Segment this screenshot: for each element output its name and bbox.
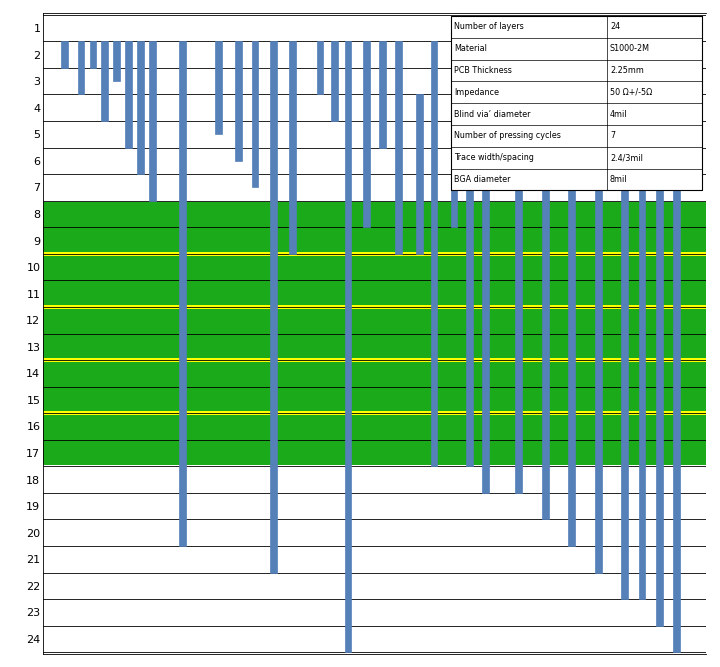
Bar	[363, 41, 370, 227]
Text: 4mil: 4mil	[610, 109, 627, 119]
Text: S1000-2M: S1000-2M	[610, 44, 650, 53]
Bar	[78, 41, 84, 94]
Bar	[516, 41, 522, 493]
Bar	[416, 94, 423, 253]
Bar	[138, 41, 144, 174]
Text: Material: Material	[454, 44, 487, 53]
Bar	[43, 305, 706, 309]
Bar	[431, 41, 437, 466]
Bar	[149, 41, 156, 201]
Bar	[451, 41, 457, 227]
Bar	[215, 41, 222, 134]
Bar	[61, 41, 68, 68]
Text: 2.4/3mil: 2.4/3mil	[610, 153, 643, 162]
Bar	[43, 202, 706, 465]
Bar	[331, 41, 338, 121]
Bar	[252, 41, 258, 187]
Bar	[451, 16, 702, 190]
Text: 50 Ω+/-5Ω: 50 Ω+/-5Ω	[610, 88, 652, 97]
Bar	[595, 41, 602, 573]
Bar	[345, 41, 351, 652]
Bar	[235, 41, 242, 161]
Text: 8mil: 8mil	[610, 175, 627, 184]
Text: Impedance: Impedance	[454, 88, 499, 97]
Bar	[379, 41, 386, 147]
Bar	[656, 41, 662, 626]
Bar	[639, 41, 645, 599]
Bar	[673, 41, 680, 652]
Text: Number of pressing cycles: Number of pressing cycles	[454, 131, 561, 140]
Bar	[43, 411, 706, 416]
Bar	[271, 41, 277, 573]
Bar	[289, 41, 296, 253]
Bar	[467, 41, 473, 466]
Text: 24: 24	[610, 23, 620, 31]
Bar	[114, 41, 120, 81]
Text: PCB Thickness: PCB Thickness	[454, 66, 512, 75]
Bar	[395, 41, 402, 253]
Bar	[43, 251, 706, 256]
Bar	[621, 41, 628, 599]
Bar	[179, 41, 186, 546]
Bar	[317, 41, 323, 94]
Text: Trace width/spacing: Trace width/spacing	[454, 153, 534, 162]
Bar	[43, 358, 706, 362]
Text: Number of layers: Number of layers	[454, 23, 523, 31]
Bar	[102, 41, 108, 121]
Bar	[125, 41, 132, 147]
Bar	[542, 41, 549, 520]
Text: 7: 7	[610, 131, 615, 140]
Text: 2.25mm: 2.25mm	[610, 66, 644, 75]
Text: BGA diameter: BGA diameter	[454, 175, 510, 184]
Bar	[569, 41, 575, 546]
Bar	[89, 41, 96, 68]
Bar	[482, 41, 489, 493]
Text: Blind via’ diameter: Blind via’ diameter	[454, 109, 531, 119]
